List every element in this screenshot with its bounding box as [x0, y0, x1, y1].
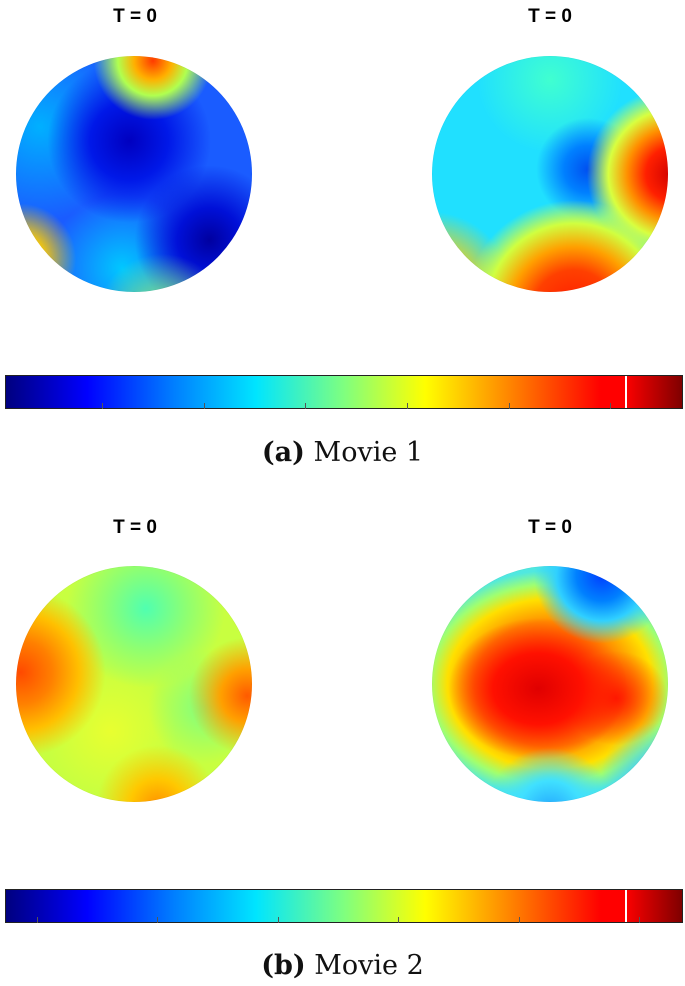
colorbar-a-split: [625, 376, 627, 408]
panel-a: T = 0 T = 0 (a) Movie 1: [0, 0, 685, 490]
colorbar-b-tick: [639, 917, 640, 923]
colorbar-b: [5, 889, 683, 923]
colorbar-a-tick: [305, 403, 306, 409]
colorbar-b-split: [625, 890, 627, 922]
colorbar-b-tick: [398, 917, 399, 923]
sphere-a1: [16, 56, 252, 292]
panel-b: T = 0 T = 0 (b) Movie 2: [0, 500, 685, 986]
colorbar-a: [5, 375, 683, 409]
colorbar-b-tick: [519, 917, 520, 923]
colorbar-a-tick: [610, 403, 611, 409]
sphere-a1-time-label: T = 0: [113, 6, 157, 27]
colorbar-a-tick: [102, 403, 103, 409]
colorbar-a-tick: [204, 403, 205, 409]
colorbar-b-tick: [278, 917, 279, 923]
colorbar-b-tick: [157, 917, 158, 923]
caption-a-text: Movie 1: [313, 437, 424, 468]
colorbar-a-tick: [509, 403, 510, 409]
sphere-a2: [432, 56, 668, 292]
caption-a: (a) Movie 1: [0, 437, 685, 468]
sphere-b2-time-label: T = 0: [528, 517, 572, 538]
caption-b-label: (b): [261, 950, 306, 981]
caption-a-label: (a): [261, 437, 305, 468]
sphere-b1: [16, 566, 252, 802]
caption-b: (b) Movie 2: [0, 950, 685, 981]
sphere-b2: [432, 566, 668, 802]
sphere-a2-time-label: T = 0: [528, 6, 572, 27]
sphere-b1-time-label: T = 0: [113, 517, 157, 538]
colorbar-b-tick: [37, 917, 38, 923]
caption-b-text: Movie 2: [314, 950, 424, 981]
colorbar-a-tick: [407, 403, 408, 409]
